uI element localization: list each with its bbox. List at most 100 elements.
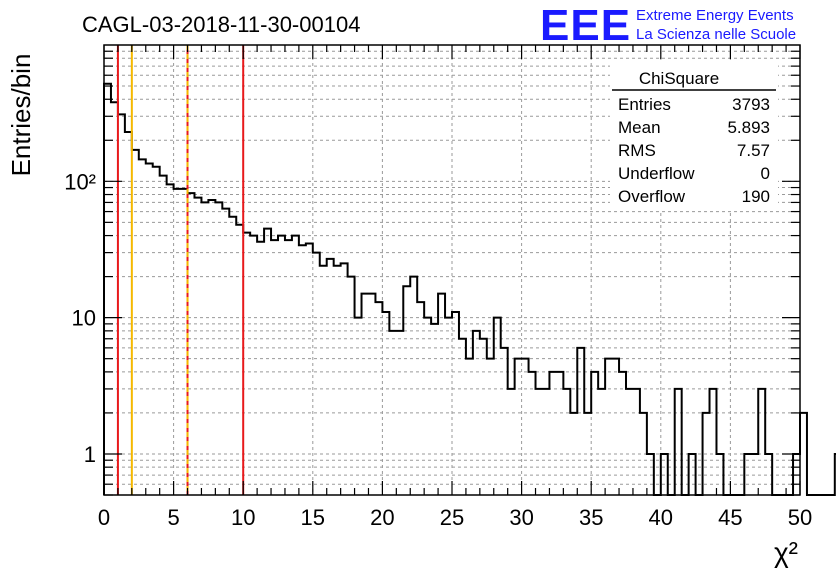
eee-logo: EEE	[540, 1, 631, 50]
histogram-bin	[612, 359, 619, 495]
histogram-bin	[327, 259, 334, 495]
histogram-bin	[118, 114, 125, 495]
histogram-bin	[257, 242, 264, 495]
histogram-bin	[542, 389, 549, 495]
histogram-bin	[348, 277, 355, 495]
histogram-bin	[640, 413, 647, 495]
histogram-outline	[103, 82, 836, 496]
histogram-bin	[689, 454, 696, 495]
histogram-bin	[146, 164, 153, 495]
histogram-bin	[355, 318, 362, 495]
histogram-bins	[103, 82, 836, 496]
histogram-bin	[313, 253, 320, 495]
x-tick-label: 25	[440, 505, 464, 530]
histogram-bin	[278, 236, 285, 495]
histogram-bin	[396, 331, 403, 495]
histogram-bin	[188, 193, 195, 495]
histogram-bin	[473, 331, 480, 495]
stats-title: ChiSquare	[639, 69, 719, 88]
histogram-bin	[208, 200, 215, 495]
histogram-bin	[174, 189, 181, 495]
stats-row-value: 3793	[732, 95, 770, 114]
histogram-bin	[494, 318, 501, 495]
histogram-bin	[132, 150, 139, 495]
histogram-bin	[563, 389, 570, 495]
histogram-bin	[661, 454, 668, 495]
histogram-bin	[389, 331, 396, 495]
x-tick-label: 40	[649, 505, 673, 530]
histogram-bin	[703, 413, 710, 495]
y-tick-label: 10²	[64, 169, 96, 194]
histogram-bin	[800, 413, 807, 495]
histogram-bin	[744, 454, 751, 495]
x-tick-label: 0	[98, 505, 110, 530]
histogram-bin	[403, 286, 410, 495]
x-tick-label: 30	[509, 505, 533, 530]
histogram-bin	[299, 245, 306, 495]
histogram-bin	[424, 318, 431, 495]
axes	[103, 44, 801, 496]
histogram-bin	[341, 263, 348, 495]
run-title: CAGL-03-2018-11-30-00104	[82, 12, 360, 37]
histogram-bin	[194, 198, 201, 495]
histogram-bin	[452, 312, 459, 495]
x-tick-label: 45	[718, 505, 742, 530]
histogram-bin	[501, 348, 508, 495]
tick-labels: 0 5 10 15 20 25 30 35 40 45 50 1 10 10²	[64, 169, 812, 530]
y-tick-label: 10	[72, 306, 96, 331]
stats-row-value: 5.893	[727, 118, 770, 137]
org-line-1: Extreme Energy Events	[636, 7, 794, 24]
x-tick-label: 15	[301, 505, 325, 530]
stats-row-label: Underflow	[618, 164, 695, 183]
histogram-bin	[445, 318, 452, 495]
stats-row-value: 190	[742, 187, 770, 206]
histogram-bin	[487, 359, 494, 495]
stats-row-label: Mean	[618, 118, 661, 137]
histogram-bin	[264, 229, 271, 495]
histogram-bin	[633, 389, 640, 495]
stats-row-label: Overflow	[618, 187, 686, 206]
histogram-bin	[710, 389, 717, 495]
histogram-bin	[111, 102, 118, 495]
stats-box: ChiSquare Entries 3793 Mean 5.893 RMS 7.57 Und…	[610, 60, 778, 210]
histogram-bin	[368, 294, 375, 495]
y-axis-label: Entries/bin	[6, 54, 36, 177]
stats-row-label: RMS	[618, 141, 656, 160]
histogram-bin	[417, 302, 424, 495]
histogram-bin	[570, 413, 577, 495]
histogram-bin	[243, 233, 250, 495]
histogram-bin	[181, 189, 188, 495]
histogram-bin	[201, 202, 208, 495]
x-axis-label: χ²	[774, 537, 798, 568]
x-tick-label: 10	[231, 505, 255, 530]
histogram-bin	[236, 225, 243, 495]
org-line-2: La Scienza nelle Scuole	[636, 26, 796, 43]
histogram-bin	[167, 184, 174, 495]
histogram-bin	[619, 372, 626, 495]
histogram-bin	[153, 167, 160, 495]
histogram-bin	[320, 266, 327, 495]
histogram-bin	[584, 413, 591, 495]
histogram-bin	[522, 359, 529, 495]
stats-row-value: 0	[761, 164, 770, 183]
histogram-bin	[508, 389, 515, 495]
x-tick-label: 20	[370, 505, 394, 530]
x-tick-label: 50	[788, 505, 812, 530]
histogram-bin	[222, 209, 229, 495]
histogram-bin	[577, 348, 584, 495]
histogram-bin	[598, 389, 605, 495]
stats-row-label: Entries	[618, 95, 671, 114]
histogram-bin	[139, 159, 146, 495]
x-tick-label: 5	[167, 505, 179, 530]
stats-rows: Entries 3793 Mean 5.893 RMS 7.57 Underflow 0 Ove…	[618, 95, 770, 206]
histogram-bin	[647, 454, 654, 495]
histogram-bin	[285, 240, 292, 495]
histogram-bin	[591, 372, 598, 495]
histogram-bin	[375, 302, 382, 495]
stats-row-value: 7.57	[737, 141, 770, 160]
histogram-bin	[125, 132, 132, 495]
histogram-bin	[515, 359, 522, 495]
y-tick-label: 1	[84, 442, 96, 467]
